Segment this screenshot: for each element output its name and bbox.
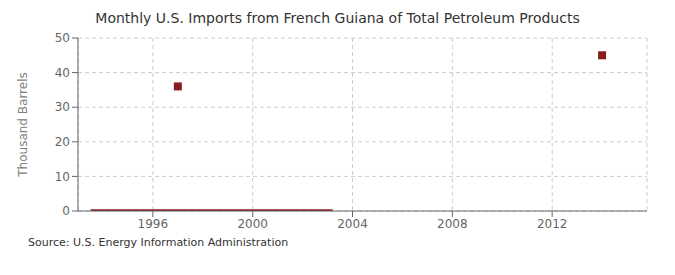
svg-text:2012: 2012 <box>537 217 568 231</box>
svg-text:Thousand Barrels: Thousand Barrels <box>16 72 30 177</box>
svg-text:1996: 1996 <box>138 217 169 231</box>
svg-text:0: 0 <box>62 204 70 218</box>
svg-text:40: 40 <box>55 66 70 80</box>
svg-text:2008: 2008 <box>437 217 468 231</box>
svg-text:2004: 2004 <box>337 217 368 231</box>
svg-text:30: 30 <box>55 100 70 114</box>
svg-text:50: 50 <box>55 31 70 45</box>
svg-text:20: 20 <box>55 135 70 149</box>
html-text:Monthly U.S. Imports from Fren: Monthly U.S. Imports from French Guiana … <box>95 10 580 26</box>
svg-text:10: 10 <box>55 170 70 184</box>
svg-text:2000: 2000 <box>237 217 268 231</box>
html-text:Source: U.S. Energy Informatio: Source: U.S. Energy Information Administ… <box>28 236 289 249</box>
